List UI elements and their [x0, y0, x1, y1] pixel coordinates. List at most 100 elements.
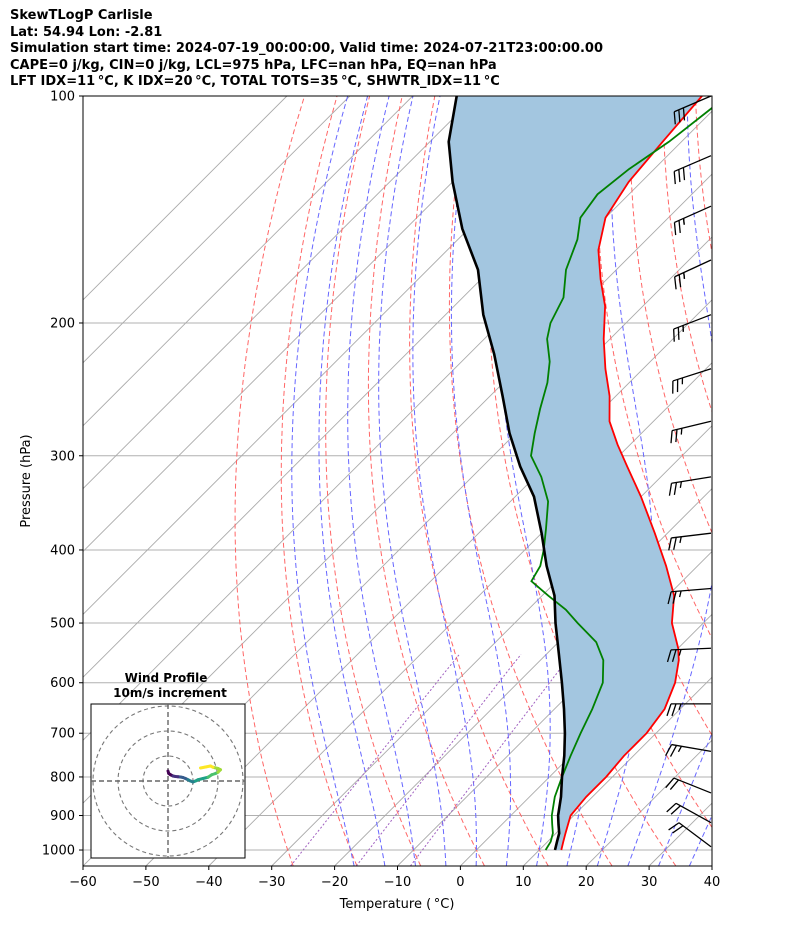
dry-adiabat-line [448, 96, 613, 866]
y-tick-label: 900 [50, 809, 75, 824]
wind-barb-half-flag [678, 703, 682, 711]
x-tick-label: −20 [321, 875, 348, 890]
y-tick-label: 300 [50, 449, 75, 464]
moist-adiabat-line [378, 96, 447, 866]
isotherm-line [648, 802, 712, 866]
cin-shaded-area [448, 96, 702, 850]
wind-barb-half-flag [683, 272, 686, 279]
wind-barb [665, 777, 712, 794]
wind-barb-flag [682, 167, 686, 181]
wind-barb-flag [668, 822, 680, 831]
wind-barb [667, 587, 712, 605]
mixing-ratio-line [409, 653, 572, 866]
wind-barb-flag [682, 107, 686, 121]
wind-barb-staff [674, 259, 712, 278]
wind-barb [666, 703, 711, 717]
isotherm-line [83, 96, 288, 301]
isotherm-line [522, 676, 712, 866]
dry-adiabat-line [761, 96, 794, 866]
wind-barb-staff [672, 368, 712, 382]
x-tick-label: −10 [384, 875, 411, 890]
wind-barb-flag [669, 779, 679, 791]
dry-adiabat-line [234, 96, 305, 866]
wind-barb [673, 314, 712, 342]
x-tick-label: 40 [704, 875, 721, 890]
cape-cin-shading [448, 96, 702, 850]
isotherm-line [83, 96, 476, 490]
y-tick-label: 1000 [42, 844, 75, 859]
x-tick-label: 30 [641, 875, 658, 890]
wind-barbs [665, 95, 712, 848]
isotherm-line [397, 550, 712, 866]
y-tick-label: 100 [50, 90, 75, 105]
wind-barb-staff [671, 743, 712, 753]
wind-barb-staff [673, 95, 712, 113]
y-tick-label: 200 [50, 316, 75, 331]
wind-barb-staff [673, 777, 712, 794]
wind-barb-staff [671, 532, 712, 539]
wind-barb-flag [668, 537, 672, 551]
wind-barb-half-flag [678, 590, 682, 598]
wind-barb-flag [673, 171, 676, 185]
wind-barb [668, 532, 712, 551]
wind-barb-flag [671, 703, 677, 717]
moist-adiabat-line [347, 96, 416, 866]
dry-adiabat-line [728, 96, 794, 866]
x-tick-label: −50 [132, 875, 159, 890]
x-axis-title: Temperature ( °C) [339, 897, 455, 912]
inset-hodograph [91, 704, 245, 858]
wind-barb [668, 822, 712, 848]
wind-barb [666, 647, 712, 663]
wind-barb-staff [671, 476, 712, 484]
y-tick-label: 500 [50, 617, 75, 632]
wind-barb-flag [670, 805, 681, 815]
wind-barb-flag [667, 591, 672, 605]
wind-profile-inset: Wind Profile 10m/s increment [90, 671, 246, 859]
wind-barb-flag [666, 703, 672, 717]
wind-barb-flag [672, 825, 684, 834]
wind-barb-flag [673, 111, 676, 125]
wind-barb-half-flag [678, 649, 682, 656]
wind-barb-flag [673, 537, 677, 550]
parcel-profile [447, 96, 567, 851]
wind-barb-staff [671, 587, 712, 593]
x-tick-label: −40 [195, 875, 222, 890]
x-tick-label: 10 [515, 875, 532, 890]
isotherm-line [711, 865, 712, 866]
wind-barb [673, 205, 712, 236]
wind-barb-staff [671, 420, 712, 432]
dry-adiabat-line [694, 96, 712, 256]
wind-barb-flag [678, 220, 681, 234]
inset-subtitle: 10m/s increment [113, 686, 227, 700]
mixing-ratio-line [290, 653, 460, 866]
wind-barb-flag [673, 329, 675, 342]
wind-barb-flag [665, 744, 673, 757]
y-tick-label: 800 [50, 770, 75, 785]
wind-barb-flag [673, 222, 677, 236]
wind-barb-staff [675, 802, 712, 824]
y-tick-label: 400 [50, 543, 75, 558]
chart-header: SkewTLogP Carlisle Lat: 54.94 Lon: -2.81… [10, 8, 603, 91]
wind-barb-flag [674, 276, 677, 290]
wind-barb [668, 476, 712, 496]
wind-barb-flag [665, 777, 675, 789]
y-axis-title: Pressure (hPa) [19, 434, 34, 527]
x-tick-label: −30 [258, 875, 285, 890]
isotherm-line [775, 96, 794, 866]
wind-barb [673, 95, 712, 125]
wind-barb-flag [671, 649, 677, 662]
instability-indices: CAPE=0 j/kg, CIN=0 j/kg, LCL=975 hPa, LF… [10, 57, 497, 73]
wind-barb-staff [674, 205, 712, 224]
wind-barb-flag [677, 327, 680, 340]
wind-barb-half-flag [682, 218, 685, 225]
chart-title: SkewTLogP Carlisle [10, 8, 153, 23]
y-tick-label: 700 [50, 727, 75, 742]
wind-barb [673, 155, 712, 185]
x-tick-label: 0 [456, 875, 464, 890]
isotherm-line [83, 96, 539, 553]
dry-adiabat-line [325, 96, 422, 866]
wind-barb [666, 802, 712, 824]
isotherm-line [271, 425, 712, 866]
isotherm-line [334, 487, 712, 866]
